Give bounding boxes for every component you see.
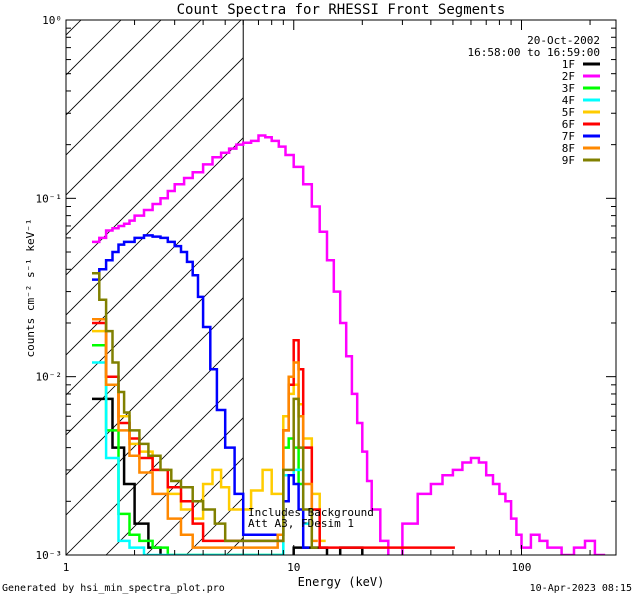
hatch-line <box>66 337 244 516</box>
hatch-line <box>66 97 244 276</box>
y-tick-label: 10⁻² <box>36 371 63 384</box>
hatch-line <box>66 137 244 316</box>
series-2f <box>92 134 606 555</box>
hatch-line <box>66 20 122 76</box>
hatch-line <box>546 0 640 555</box>
footer-generated-by: Generated by hsi_min_spectra_plot.pro <box>2 583 225 594</box>
legend-label-2f: 2F <box>562 70 575 83</box>
annotation-date: 20-Oct-2002 <box>527 34 600 47</box>
axis-ticks: 1 10 100 10⁻³ 10⁻² 10⁻¹ 10⁰ <box>36 14 616 574</box>
hatch-line <box>346 0 640 555</box>
plot-frame <box>65 19 617 556</box>
hatch-line <box>66 217 244 396</box>
hatch-line <box>426 0 640 555</box>
legend-label-8f: 8F <box>562 142 575 155</box>
series-group <box>92 134 606 555</box>
legend-label-6f: 6F <box>562 118 575 131</box>
hatch-line <box>105 417 244 555</box>
y-tick-label: 10⁻¹ <box>36 192 63 205</box>
legend-label-5f: 5F <box>562 106 575 119</box>
hatch-line <box>586 0 640 555</box>
legend-label-3f: 3F <box>562 82 575 95</box>
series-4f <box>92 361 310 555</box>
hatch-line <box>0 0 106 555</box>
hatch-line <box>386 0 640 555</box>
hatch-line <box>466 0 640 555</box>
hatch-line <box>66 297 244 476</box>
hatch-line <box>66 20 242 196</box>
series-1f <box>92 397 364 555</box>
x-tick-label: 10 <box>287 561 300 574</box>
legend-label-7f: 7F <box>562 130 575 143</box>
hatch-line <box>626 0 640 555</box>
legend-label-9f: 9F <box>562 154 575 167</box>
annotation-note-2: Att A3, FDesim 1 <box>248 517 354 530</box>
y-axis-label: counts cm⁻² s⁻¹ keV⁻¹ <box>24 218 37 357</box>
series-9f <box>92 272 318 549</box>
x-tick-label: 100 <box>512 561 532 574</box>
hatch-line <box>306 0 640 555</box>
y-tick-label: 10⁻³ <box>36 549 63 562</box>
hatch-line <box>66 177 244 356</box>
annotation-time: 16:58:00 to 16:59:00 <box>468 46 600 59</box>
annotation-note-1: Includes Background <box>248 506 374 519</box>
chart-title: Count Spectra for RHESSI Front Segments <box>177 2 506 18</box>
legend-label-4f: 4F <box>562 94 575 107</box>
y-tick-label: 10⁰ <box>42 14 62 27</box>
hatch-line <box>66 20 202 156</box>
hatch-line <box>66 20 162 116</box>
x-axis-label: Energy (keV) <box>298 575 385 589</box>
shaded-region <box>0 0 640 555</box>
hatch-line <box>66 257 244 436</box>
legend-label-1f: 1F <box>562 58 575 71</box>
hatch-line <box>225 537 244 555</box>
hatch-line <box>66 377 244 555</box>
x-tick-label: 1 <box>63 561 70 574</box>
footer-timestamp: 10-Apr-2023 08:15 <box>529 583 632 594</box>
hatch-line <box>0 0 26 555</box>
